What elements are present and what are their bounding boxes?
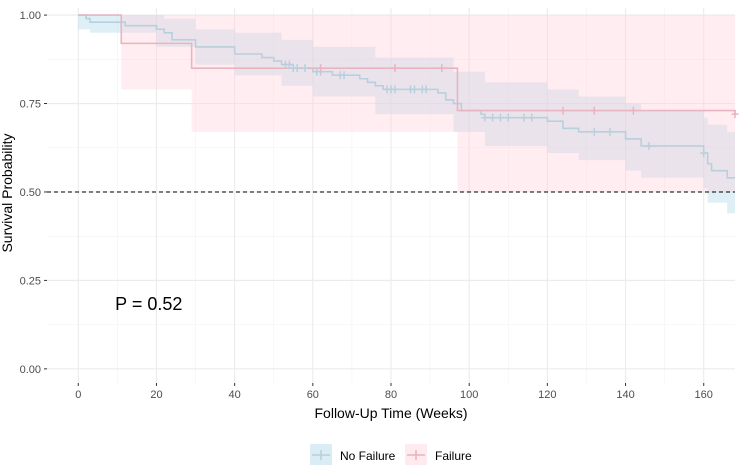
legend-item-failure: Failure <box>405 444 472 465</box>
x-tick-label: 100 <box>460 389 478 401</box>
censor-mark-no-failure <box>410 85 418 94</box>
y-tick-label: 0.25 <box>20 275 41 287</box>
censor-mark-no-failure <box>590 127 598 136</box>
x-tick-label: 120 <box>538 389 556 401</box>
p-value-annotation: P = 0.52 <box>115 294 182 314</box>
km-curve-failure <box>78 14 736 115</box>
censor-mark-no-failure <box>301 64 309 73</box>
y-tick-label: 0.00 <box>20 364 41 376</box>
legend: No Failure Failure <box>310 444 472 465</box>
censor-mark-failure <box>438 64 446 73</box>
censor-mark-failure <box>559 106 567 115</box>
censor-mark-no-failure <box>645 141 653 150</box>
censor-mark-no-failure <box>606 127 614 136</box>
censor-mark-no-failure <box>285 60 293 69</box>
censor-mark-no-failure <box>481 113 489 122</box>
x-tick-label: 0 <box>75 389 81 401</box>
censor-mark-failure <box>317 64 325 73</box>
y-tick-label: 1.00 <box>20 10 41 22</box>
legend-label-failure: Failure <box>435 449 472 463</box>
legend-item-no-failure: No Failure <box>310 444 396 465</box>
censor-mark-no-failure <box>489 113 497 122</box>
x-axis-ticks: 0 20 40 60 80 100 120 140 160 <box>75 383 713 401</box>
censor-mark-no-failure <box>504 113 512 122</box>
survival-curves <box>78 14 736 179</box>
x-tick-label: 80 <box>385 389 397 401</box>
x-tick-label: 60 <box>307 389 319 401</box>
x-tick-label: 140 <box>616 389 634 401</box>
confidence-bands <box>78 15 736 214</box>
censor-mark-no-failure <box>422 85 430 94</box>
y-axis-ticks: 0.00 0.25 0.50 0.75 1.00 <box>20 10 47 376</box>
km-curve-no-failure <box>78 14 735 179</box>
x-tick-label: 20 <box>150 389 162 401</box>
y-axis-title: Survival Probability <box>0 133 15 252</box>
x-tick-label: 40 <box>229 389 241 401</box>
x-axis-title: Follow-Up Time (Weeks) <box>315 405 468 421</box>
ci-band-failure <box>78 15 736 192</box>
censor-mark-no-failure <box>391 85 399 94</box>
y-tick-label: 0.75 <box>20 99 41 111</box>
censor-mark-no-failure <box>293 64 301 73</box>
censor-mark-no-failure <box>520 113 528 122</box>
censor-mark-no-failure <box>528 113 536 122</box>
censor-mark-failure <box>731 110 739 119</box>
censor-mark-no-failure <box>700 149 708 158</box>
censor-marks <box>281 60 739 158</box>
legend-label-no-failure: No Failure <box>340 449 396 463</box>
y-tick-label: 0.50 <box>20 187 41 199</box>
censor-mark-failure <box>629 106 637 115</box>
censor-mark-failure <box>590 106 598 115</box>
ci-band-no-failure <box>78 15 736 214</box>
x-tick-label: 160 <box>695 389 713 401</box>
censor-mark-no-failure <box>340 71 348 80</box>
censor-mark-no-failure <box>496 113 504 122</box>
censor-mark-failure <box>391 64 399 73</box>
